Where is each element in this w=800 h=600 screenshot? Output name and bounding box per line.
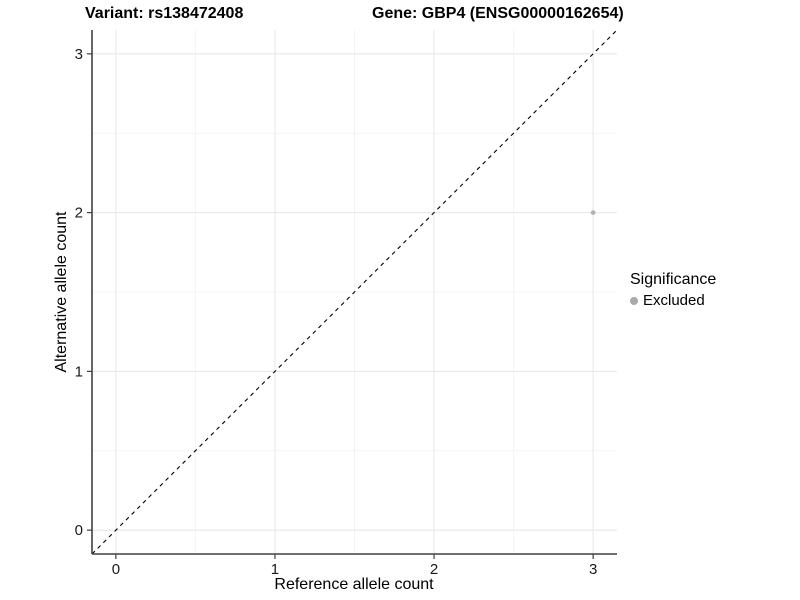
x-tick-label: 0 bbox=[112, 561, 120, 578]
identity-reference-line bbox=[91, 29, 618, 555]
data-point bbox=[590, 210, 596, 216]
legend: Significance Excluded bbox=[630, 271, 716, 309]
legend-point-swatch-icon bbox=[630, 296, 638, 305]
x-axis-title: Reference allele count bbox=[274, 576, 434, 593]
legend-entry-label: Excluded bbox=[643, 292, 705, 309]
y-axis-title: Alternative allele count bbox=[53, 211, 70, 373]
y-tick-label: 1 bbox=[75, 363, 83, 380]
plot-title-gene: Gene: GBP4 (ENSG00000162654) bbox=[372, 5, 624, 22]
y-tick-label: 0 bbox=[75, 522, 83, 539]
x-tick-label: 1 bbox=[271, 561, 279, 578]
x-tick-label: 3 bbox=[589, 561, 597, 578]
legend-entry-excluded: Excluded bbox=[630, 292, 716, 309]
y-tick-label: 3 bbox=[75, 46, 83, 63]
plot-title-variant: Variant: rs138472408 bbox=[85, 5, 244, 22]
x-tick-label: 2 bbox=[430, 561, 438, 578]
y-tick-label: 2 bbox=[75, 205, 83, 222]
legend-title: Significance bbox=[630, 271, 717, 288]
